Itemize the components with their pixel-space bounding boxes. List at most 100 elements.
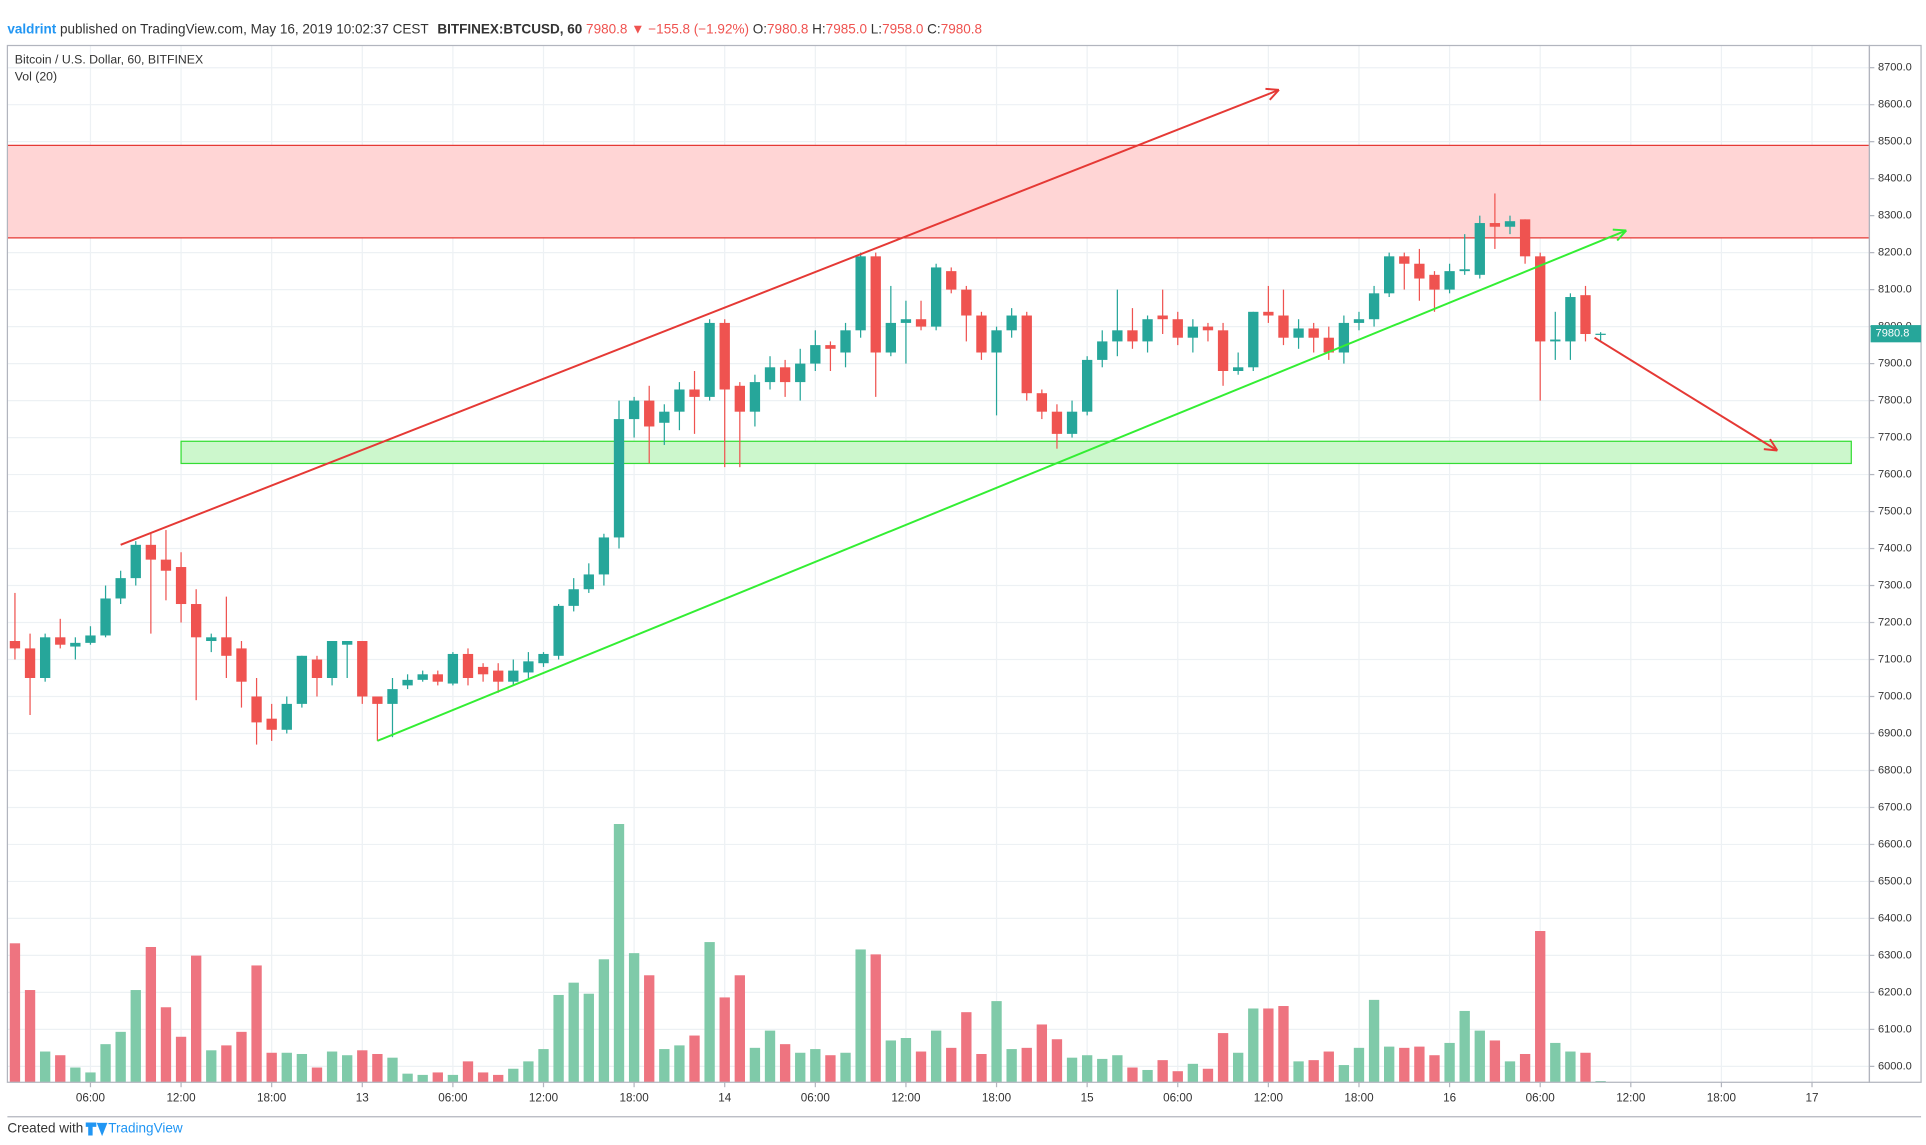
candle-body (1112, 330, 1123, 342)
y-tick-label: 7200.0 (1878, 616, 1912, 628)
price-axis-frame (1868, 44, 1922, 1083)
volume-bar (266, 1052, 277, 1083)
candle-body (1565, 297, 1576, 342)
candle-body (9, 641, 21, 649)
candle-body (1353, 319, 1365, 323)
volume-bar (1308, 1060, 1319, 1083)
volume-bar (930, 1030, 942, 1083)
candle-body (719, 322, 730, 390)
volume-bar (417, 1074, 428, 1083)
volume-bar (447, 1074, 459, 1083)
volume-bar (1489, 1040, 1501, 1083)
y-tick-label: 8700.0 (1878, 62, 1912, 74)
candle-body (1535, 256, 1546, 342)
volume-bar (900, 1038, 912, 1083)
volume-bar (719, 997, 730, 1083)
candle-body (1308, 328, 1319, 338)
x-tick-label: 06:00 (76, 1091, 106, 1104)
y-tick-label: 8200.0 (1878, 247, 1912, 259)
candle-body (1097, 341, 1108, 360)
volume-bar (70, 1067, 81, 1083)
candle-body (659, 411, 670, 423)
y-tick-label: 6300.0 (1878, 949, 1912, 961)
candle-body (342, 641, 353, 645)
candle-body (508, 670, 519, 682)
volume-bar (326, 1051, 338, 1083)
candle-body (870, 256, 881, 353)
y-tick-label: 6900.0 (1878, 727, 1912, 739)
candle-body (462, 653, 474, 678)
candles (9, 193, 1606, 745)
candle-body (191, 604, 202, 638)
volume-bar (221, 1045, 232, 1083)
footer-text: Created with (7, 1121, 83, 1136)
x-tick-label: 06:00 (1526, 1091, 1556, 1104)
x-tick-label: 06:00 (438, 1091, 468, 1104)
volume-bar (1263, 1008, 1274, 1083)
volume-bar (342, 1055, 353, 1083)
candle-body (795, 363, 806, 383)
volume-bar (1368, 999, 1380, 1083)
candle-body (221, 637, 232, 656)
y-tick-label: 7100.0 (1878, 653, 1912, 665)
candle-body (1127, 330, 1138, 342)
ohlc-label: L: (871, 21, 882, 36)
ohlc-value: 7958.0 (882, 21, 923, 36)
candle-body (1021, 315, 1032, 394)
y-tick-label: 6100.0 (1878, 1023, 1912, 1035)
volume-bar (1384, 1046, 1395, 1083)
x-tick-label: 17 (1806, 1091, 1819, 1104)
candle-body (810, 345, 821, 364)
y-tick-label: 6000.0 (1878, 1060, 1912, 1072)
candle-body (1202, 326, 1214, 331)
volume-bar (191, 955, 202, 1083)
candle-body (1187, 326, 1199, 338)
volume-bar (795, 1052, 806, 1083)
candle-body (1142, 319, 1153, 342)
volume-bar (810, 1049, 821, 1083)
ohlc-value: 7980.8 (941, 21, 982, 36)
footer-brand[interactable]: TradingView (108, 1121, 183, 1136)
candle-body (1248, 311, 1259, 368)
volume-bar (508, 1068, 519, 1083)
author[interactable]: valdrint (7, 21, 56, 36)
volume-bar (402, 1073, 413, 1083)
x-tick-label: 06:00 (1163, 1091, 1193, 1104)
volume-bar (749, 1047, 761, 1083)
candle-body (1217, 330, 1229, 371)
candle-body (840, 330, 851, 353)
candle-body (1384, 256, 1395, 294)
candle-body (1263, 311, 1274, 316)
candle-body (372, 696, 383, 704)
volume-bar (1444, 1042, 1455, 1083)
candle-body (1066, 411, 1078, 434)
candle-body (387, 689, 398, 704)
volume-bar (39, 1051, 51, 1083)
candle-body (991, 330, 1002, 353)
candle-body (1233, 367, 1244, 371)
volume-bar (689, 1035, 700, 1083)
ohlc-label: C: (927, 21, 941, 36)
volume-bar (1565, 1051, 1576, 1083)
candle-body (583, 574, 594, 590)
candle-body (357, 641, 368, 697)
candle-body (946, 271, 957, 290)
volume-bar (160, 1007, 172, 1083)
x-tick-label: 12:00 (166, 1091, 196, 1104)
candle-body (417, 674, 428, 680)
volume-bar (704, 942, 715, 1083)
volume-bar (387, 1057, 398, 1083)
y-tick-label: 6500.0 (1878, 875, 1912, 887)
candle-body (613, 419, 625, 538)
candle-body (885, 322, 896, 353)
volume-bar (915, 1051, 927, 1083)
volume-bar (281, 1052, 292, 1083)
volume-bar (1021, 1047, 1032, 1083)
volume-bar (175, 1036, 187, 1083)
y-tick-label: 8300.0 (1878, 210, 1912, 222)
x-tick-label: 18:00 (982, 1091, 1012, 1104)
x-tick-label: 12:00 (1254, 1091, 1284, 1104)
candle-body (568, 589, 579, 606)
candle-body (825, 345, 836, 349)
